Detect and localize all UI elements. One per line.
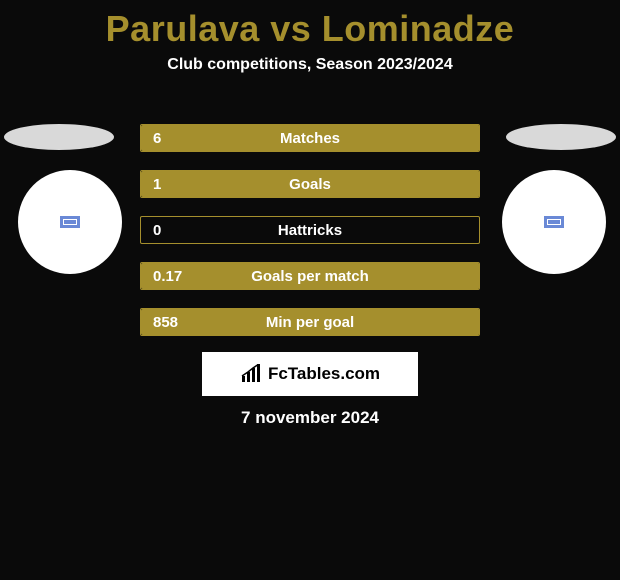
date-label: 7 november 2024	[0, 408, 620, 428]
bar-chart-icon	[240, 364, 264, 384]
stat-label: Hattricks	[141, 217, 479, 243]
stat-label: Goals per match	[141, 263, 479, 289]
player-right-avatar	[502, 170, 606, 274]
page-subtitle: Club competitions, Season 2023/2024	[0, 56, 620, 74]
stat-label: Matches	[141, 125, 479, 151]
stat-label: Min per goal	[141, 309, 479, 335]
stats-container: 6 Matches 1 Goals 0 Hattricks 0.17 Goals…	[140, 124, 480, 354]
stat-label: Goals	[141, 171, 479, 197]
stat-row-min-per-goal: 858 Min per goal	[140, 308, 480, 336]
branding-text: FcTables.com	[268, 364, 380, 384]
stat-row-hattricks: 0 Hattricks	[140, 216, 480, 244]
player-right-ellipse	[506, 124, 616, 150]
flag-icon	[543, 215, 565, 229]
stat-row-matches: 6 Matches	[140, 124, 480, 152]
stat-row-goals: 1 Goals	[140, 170, 480, 198]
branding-badge: FcTables.com	[202, 352, 418, 396]
stat-row-goals-per-match: 0.17 Goals per match	[140, 262, 480, 290]
page-title: Parulava vs Lominadze	[0, 0, 620, 50]
player-left-ellipse	[4, 124, 114, 150]
player-left-avatar	[18, 170, 122, 274]
flag-icon	[59, 215, 81, 229]
